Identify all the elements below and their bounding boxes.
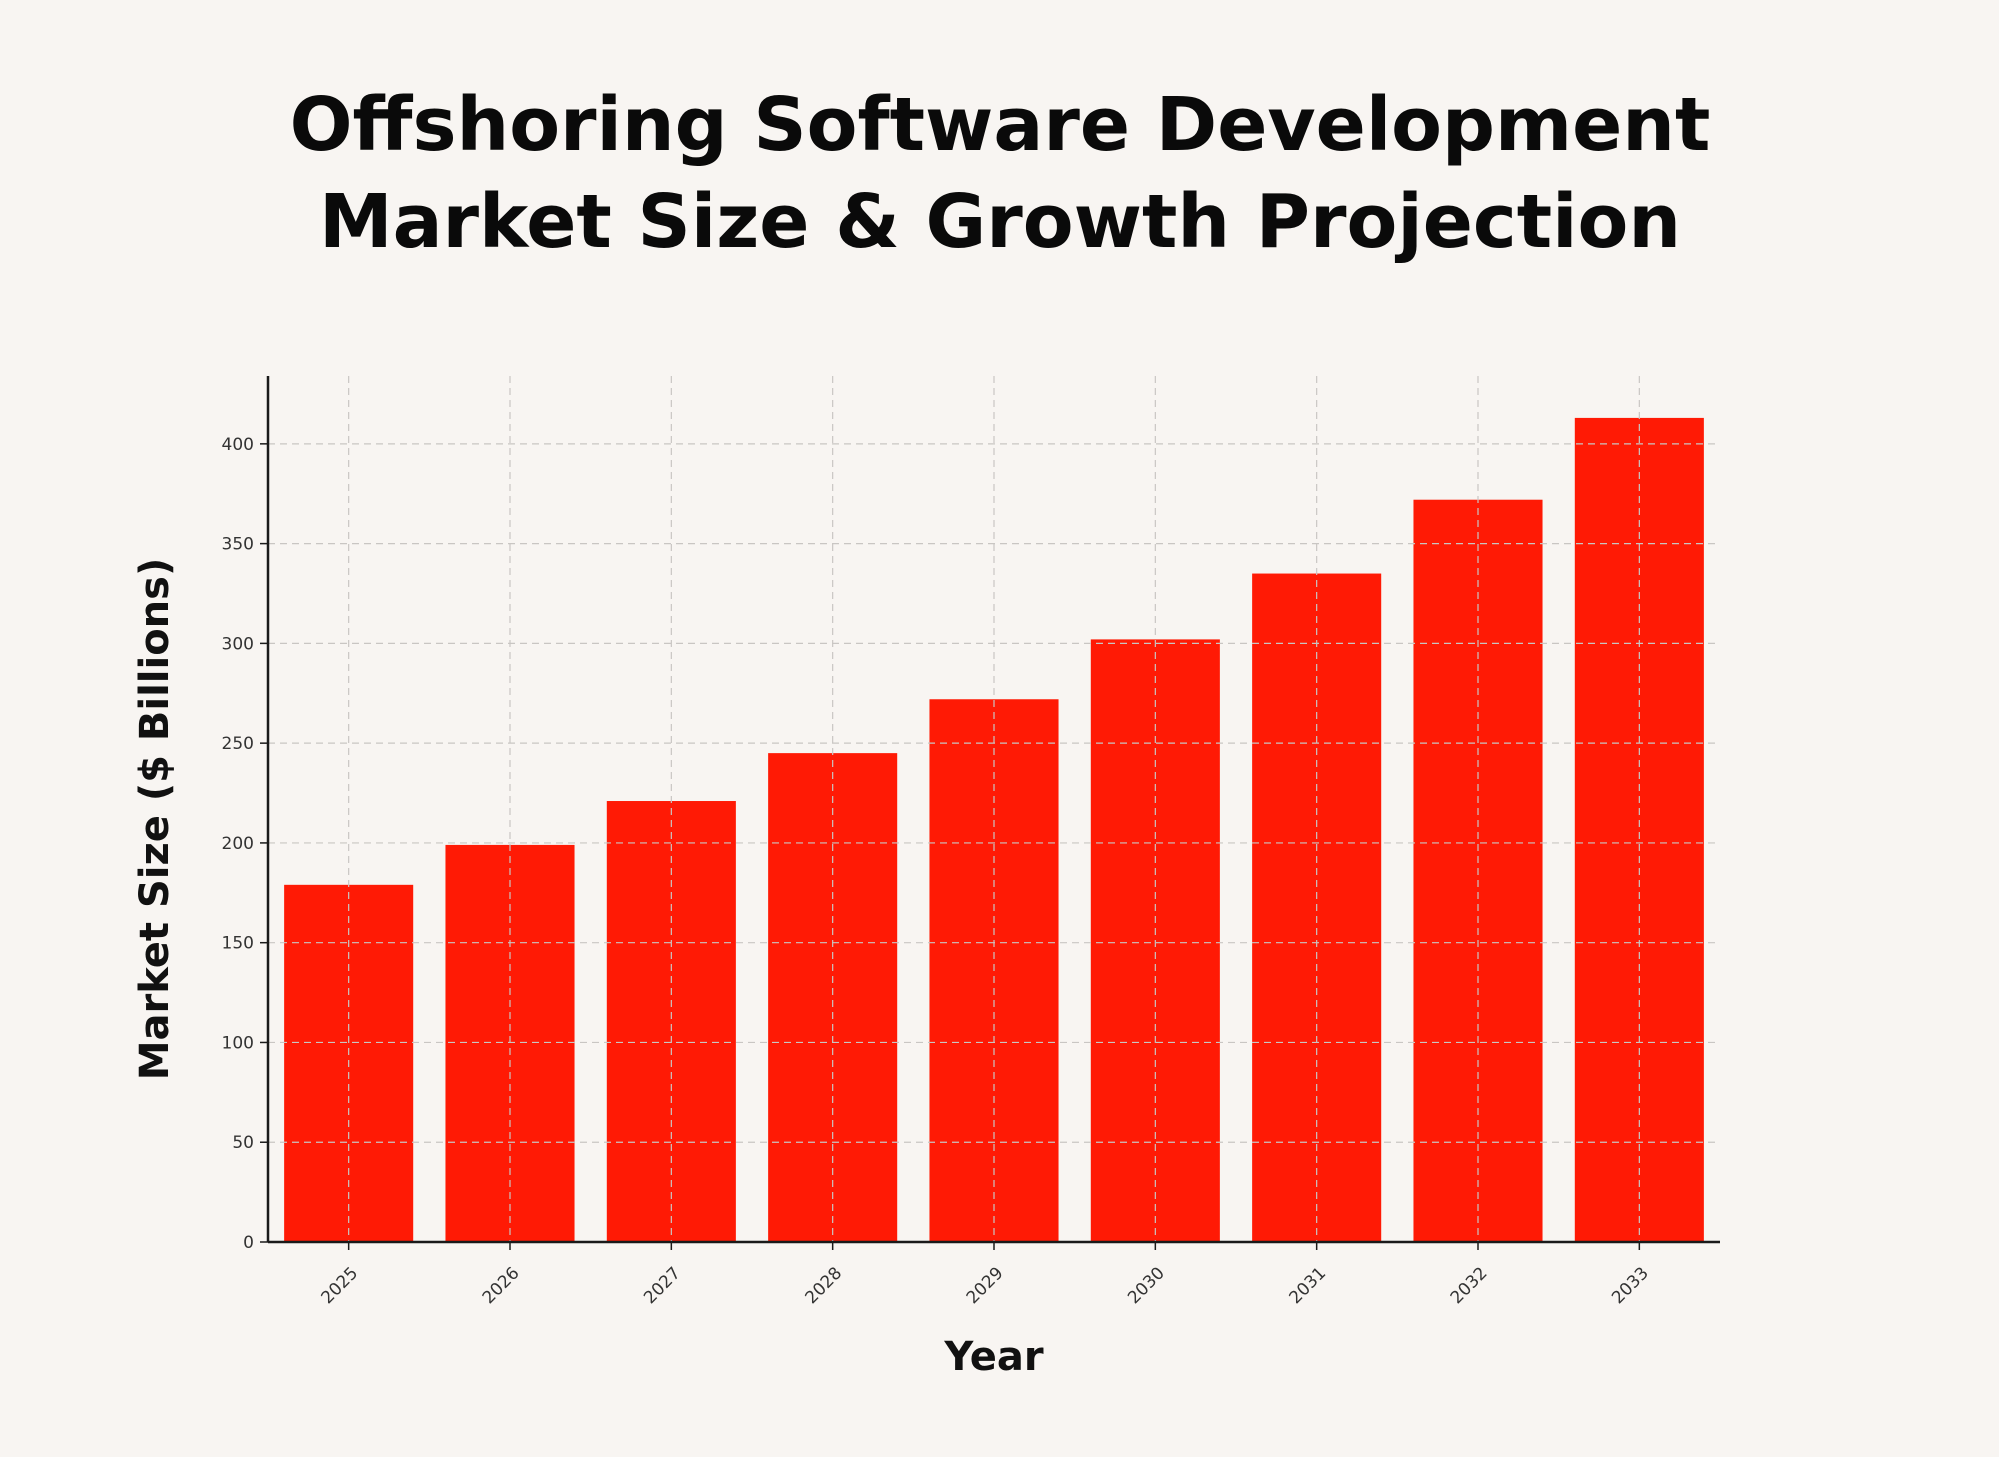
chart-title-line-1: Offshoring Software Development [290,82,1711,168]
x-tick-label: 2030 [1124,1263,1169,1308]
bar-2026 [445,844,575,1242]
x-tick-label: 2029 [963,1263,1008,1308]
x-tick-label: 2025 [317,1263,362,1308]
grid [268,376,1720,1242]
y-tick-label: 0 [243,1233,254,1253]
y-tick-label: 400 [222,435,254,455]
x-tick-label: 2028 [801,1263,846,1308]
chart-title-line-2: Market Size & Growth Projection [319,179,1681,265]
y-tick-label: 200 [222,834,254,854]
y-tick-label: 50 [232,1133,254,1153]
x-axis-label: Year [943,1334,1043,1380]
x-axis-ticks: 2025 2026 2027 2028 2029 2030 2031 2032 2033 [317,1242,1653,1308]
y-axis-label: Market Size ($ Billions) [132,558,178,1081]
y-tick-label: 150 [222,934,254,954]
x-tick-label: 2031 [1285,1263,1330,1308]
y-tick-label: 100 [222,1033,254,1053]
y-axis-ticks: 0 50 100 150 200 250 300 350 400 [222,435,268,1253]
x-tick-label: 2027 [640,1263,685,1308]
bar-2027 [606,801,736,1242]
bars [284,417,1704,1243]
y-tick-label: 300 [222,634,254,654]
y-tick-label: 350 [222,535,254,555]
x-tick-label: 2026 [479,1263,524,1308]
y-tick-label: 250 [222,734,254,754]
bar-2033 [1574,417,1704,1243]
x-tick-label: 2032 [1447,1263,1492,1308]
x-tick-label: 2033 [1608,1263,1653,1308]
